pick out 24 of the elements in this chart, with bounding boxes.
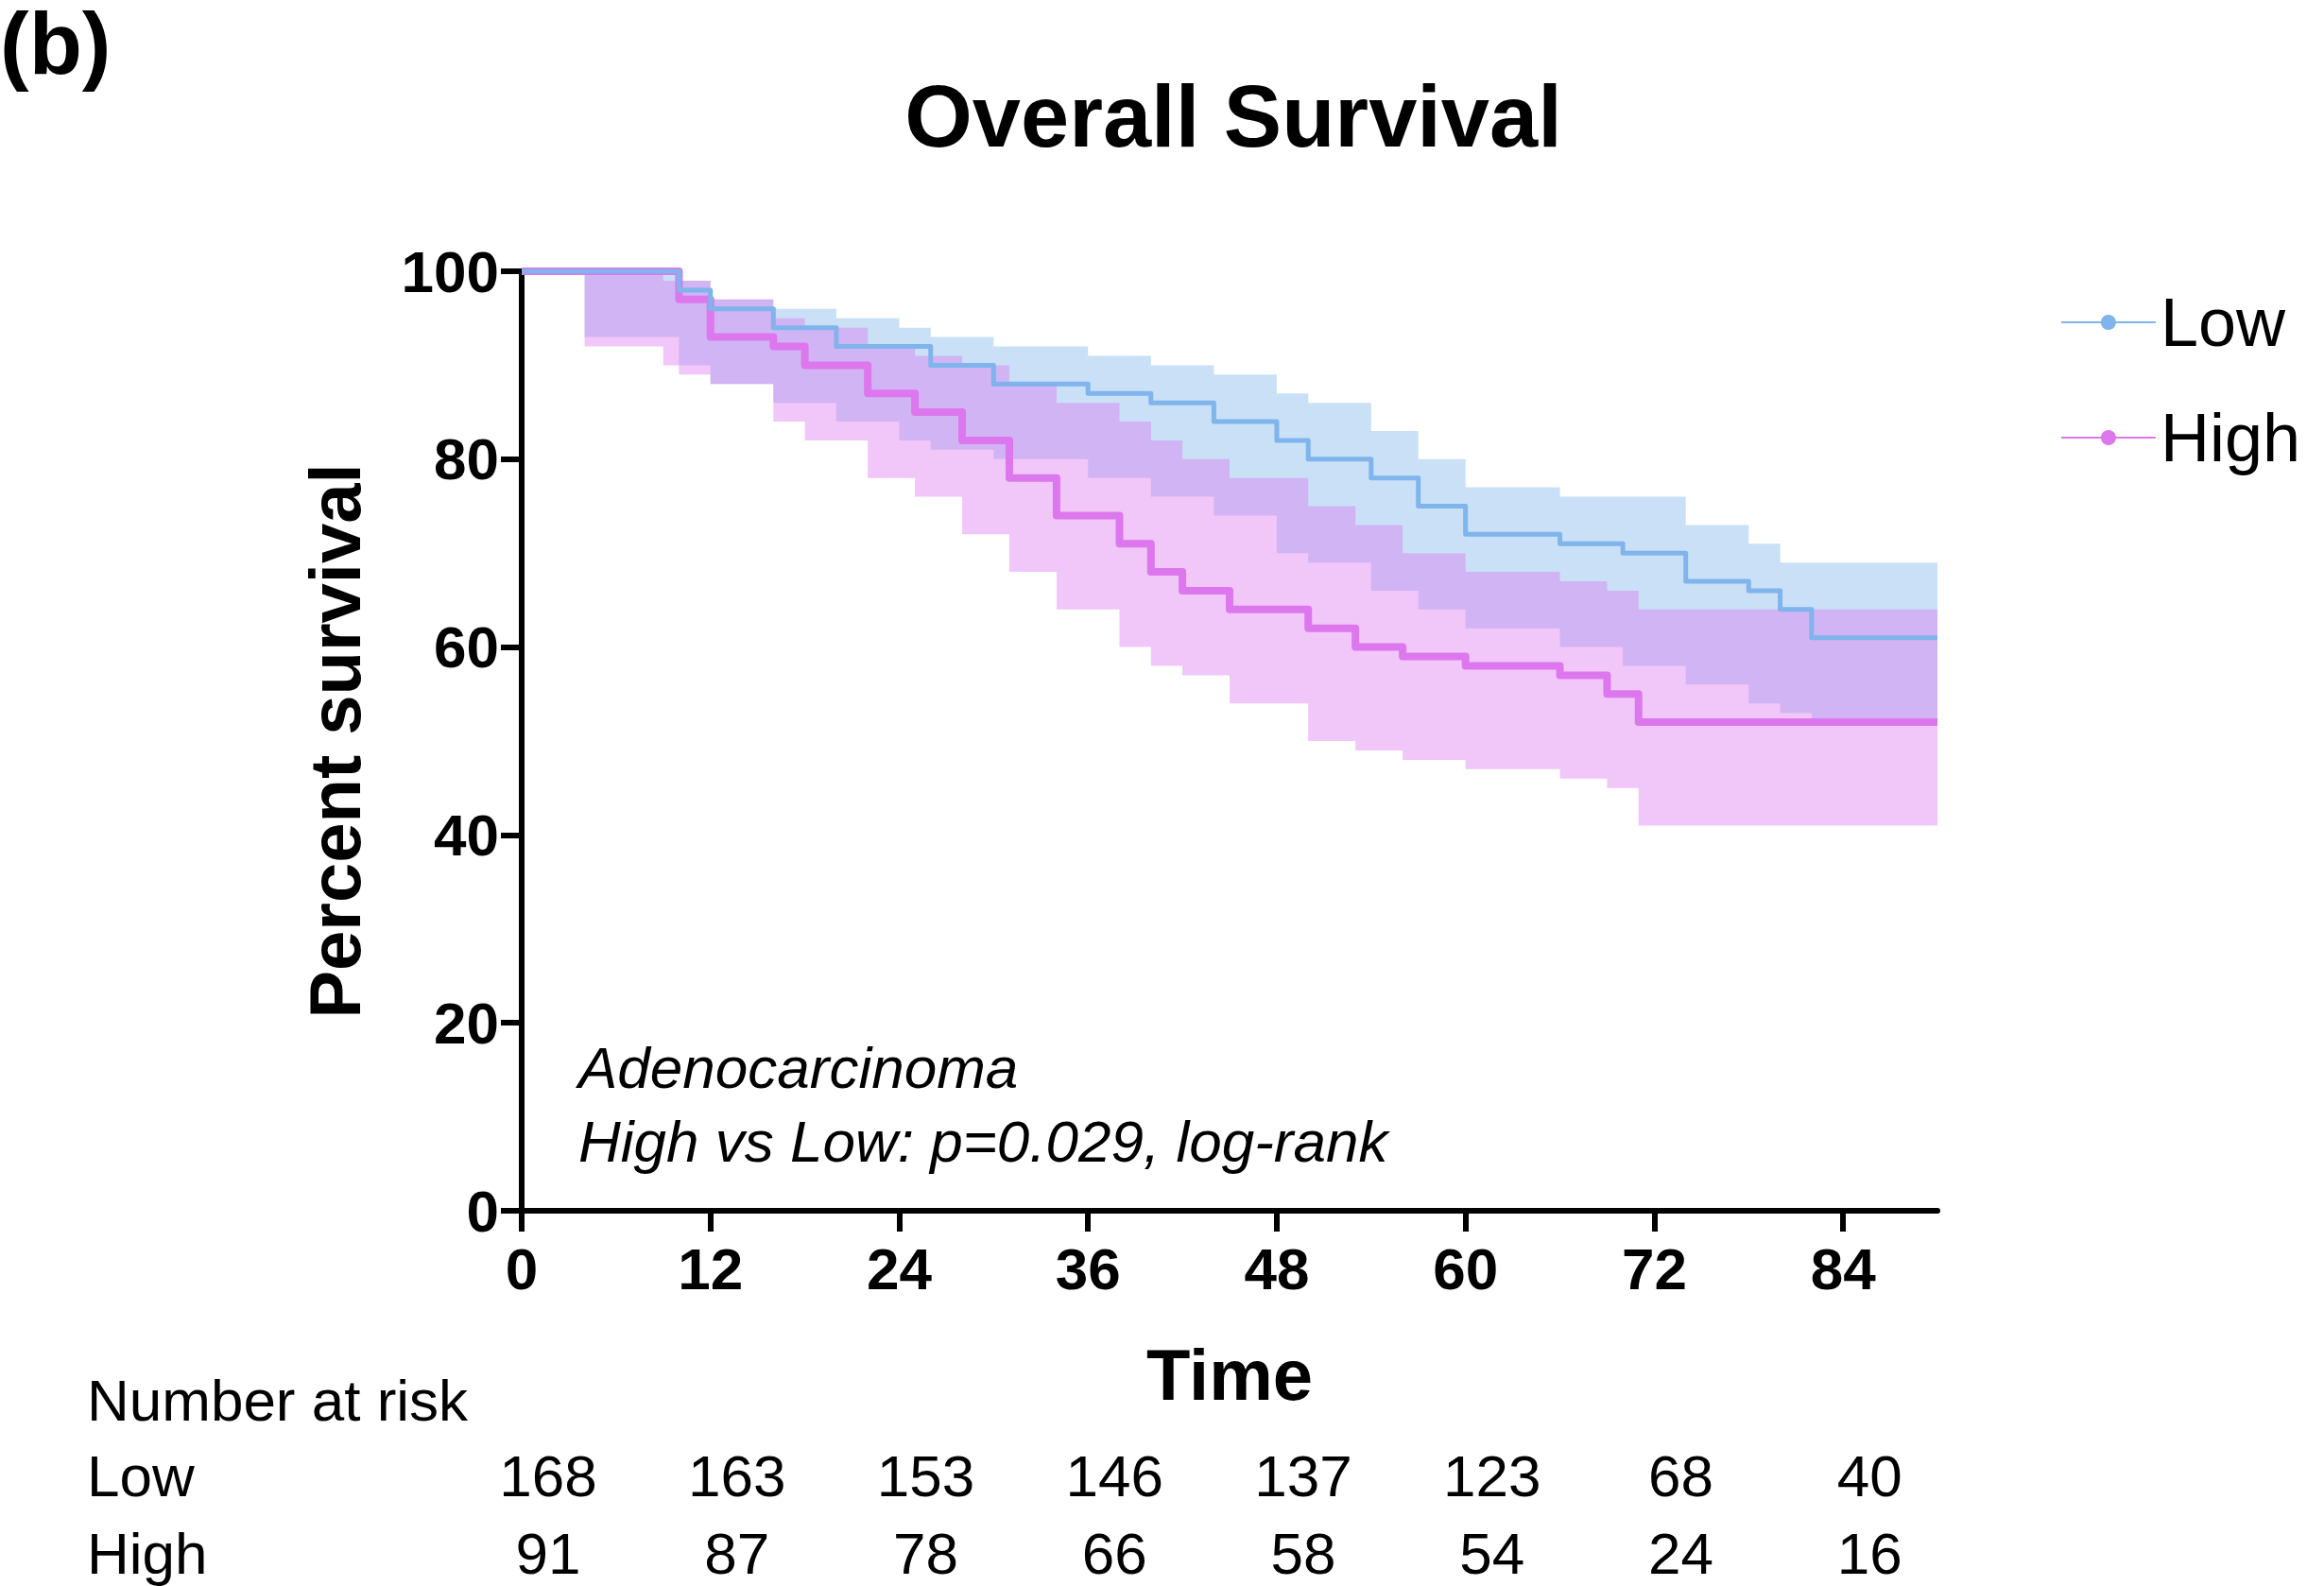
x-tick-label: 60 [1433,1235,1499,1302]
x-axis-title: Time [1145,1334,1314,1415]
text: Number at risk [87,1367,470,1433]
y-tick-label: 80 [434,426,499,492]
x-tick-label: 36 [1055,1235,1121,1302]
y-tick-label: 100 [401,238,499,304]
legend-label: High [2160,400,2300,475]
y-tick-label: 20 [434,990,499,1056]
x-tick-label: 84 [1810,1235,1877,1302]
text: High 91 87 78 66 58 54 24 16 [87,1520,1902,1586]
x-tick-label: 24 [866,1235,933,1302]
annotation: Adenocarcinoma [575,1034,1019,1100]
text: (b) [0,0,112,92]
y-tick-label: 0 [466,1178,499,1244]
y-tick-label: 60 [434,614,499,681]
y-axis-title: Percent survival [294,463,375,1019]
x-tick-label: 48 [1244,1235,1310,1302]
chart-title: Overall Survival [904,68,1562,164]
y-tick-label: 40 [434,802,499,868]
x-tick-label: 12 [678,1235,744,1302]
text: Low 168 163 153 146 137 123 68 40 [87,1442,1902,1508]
x-tick-label: 72 [1621,1235,1687,1302]
annotation: High vs Low: p=0.029, log-rank [578,1108,1391,1174]
legend-label: Low [2160,284,2287,360]
